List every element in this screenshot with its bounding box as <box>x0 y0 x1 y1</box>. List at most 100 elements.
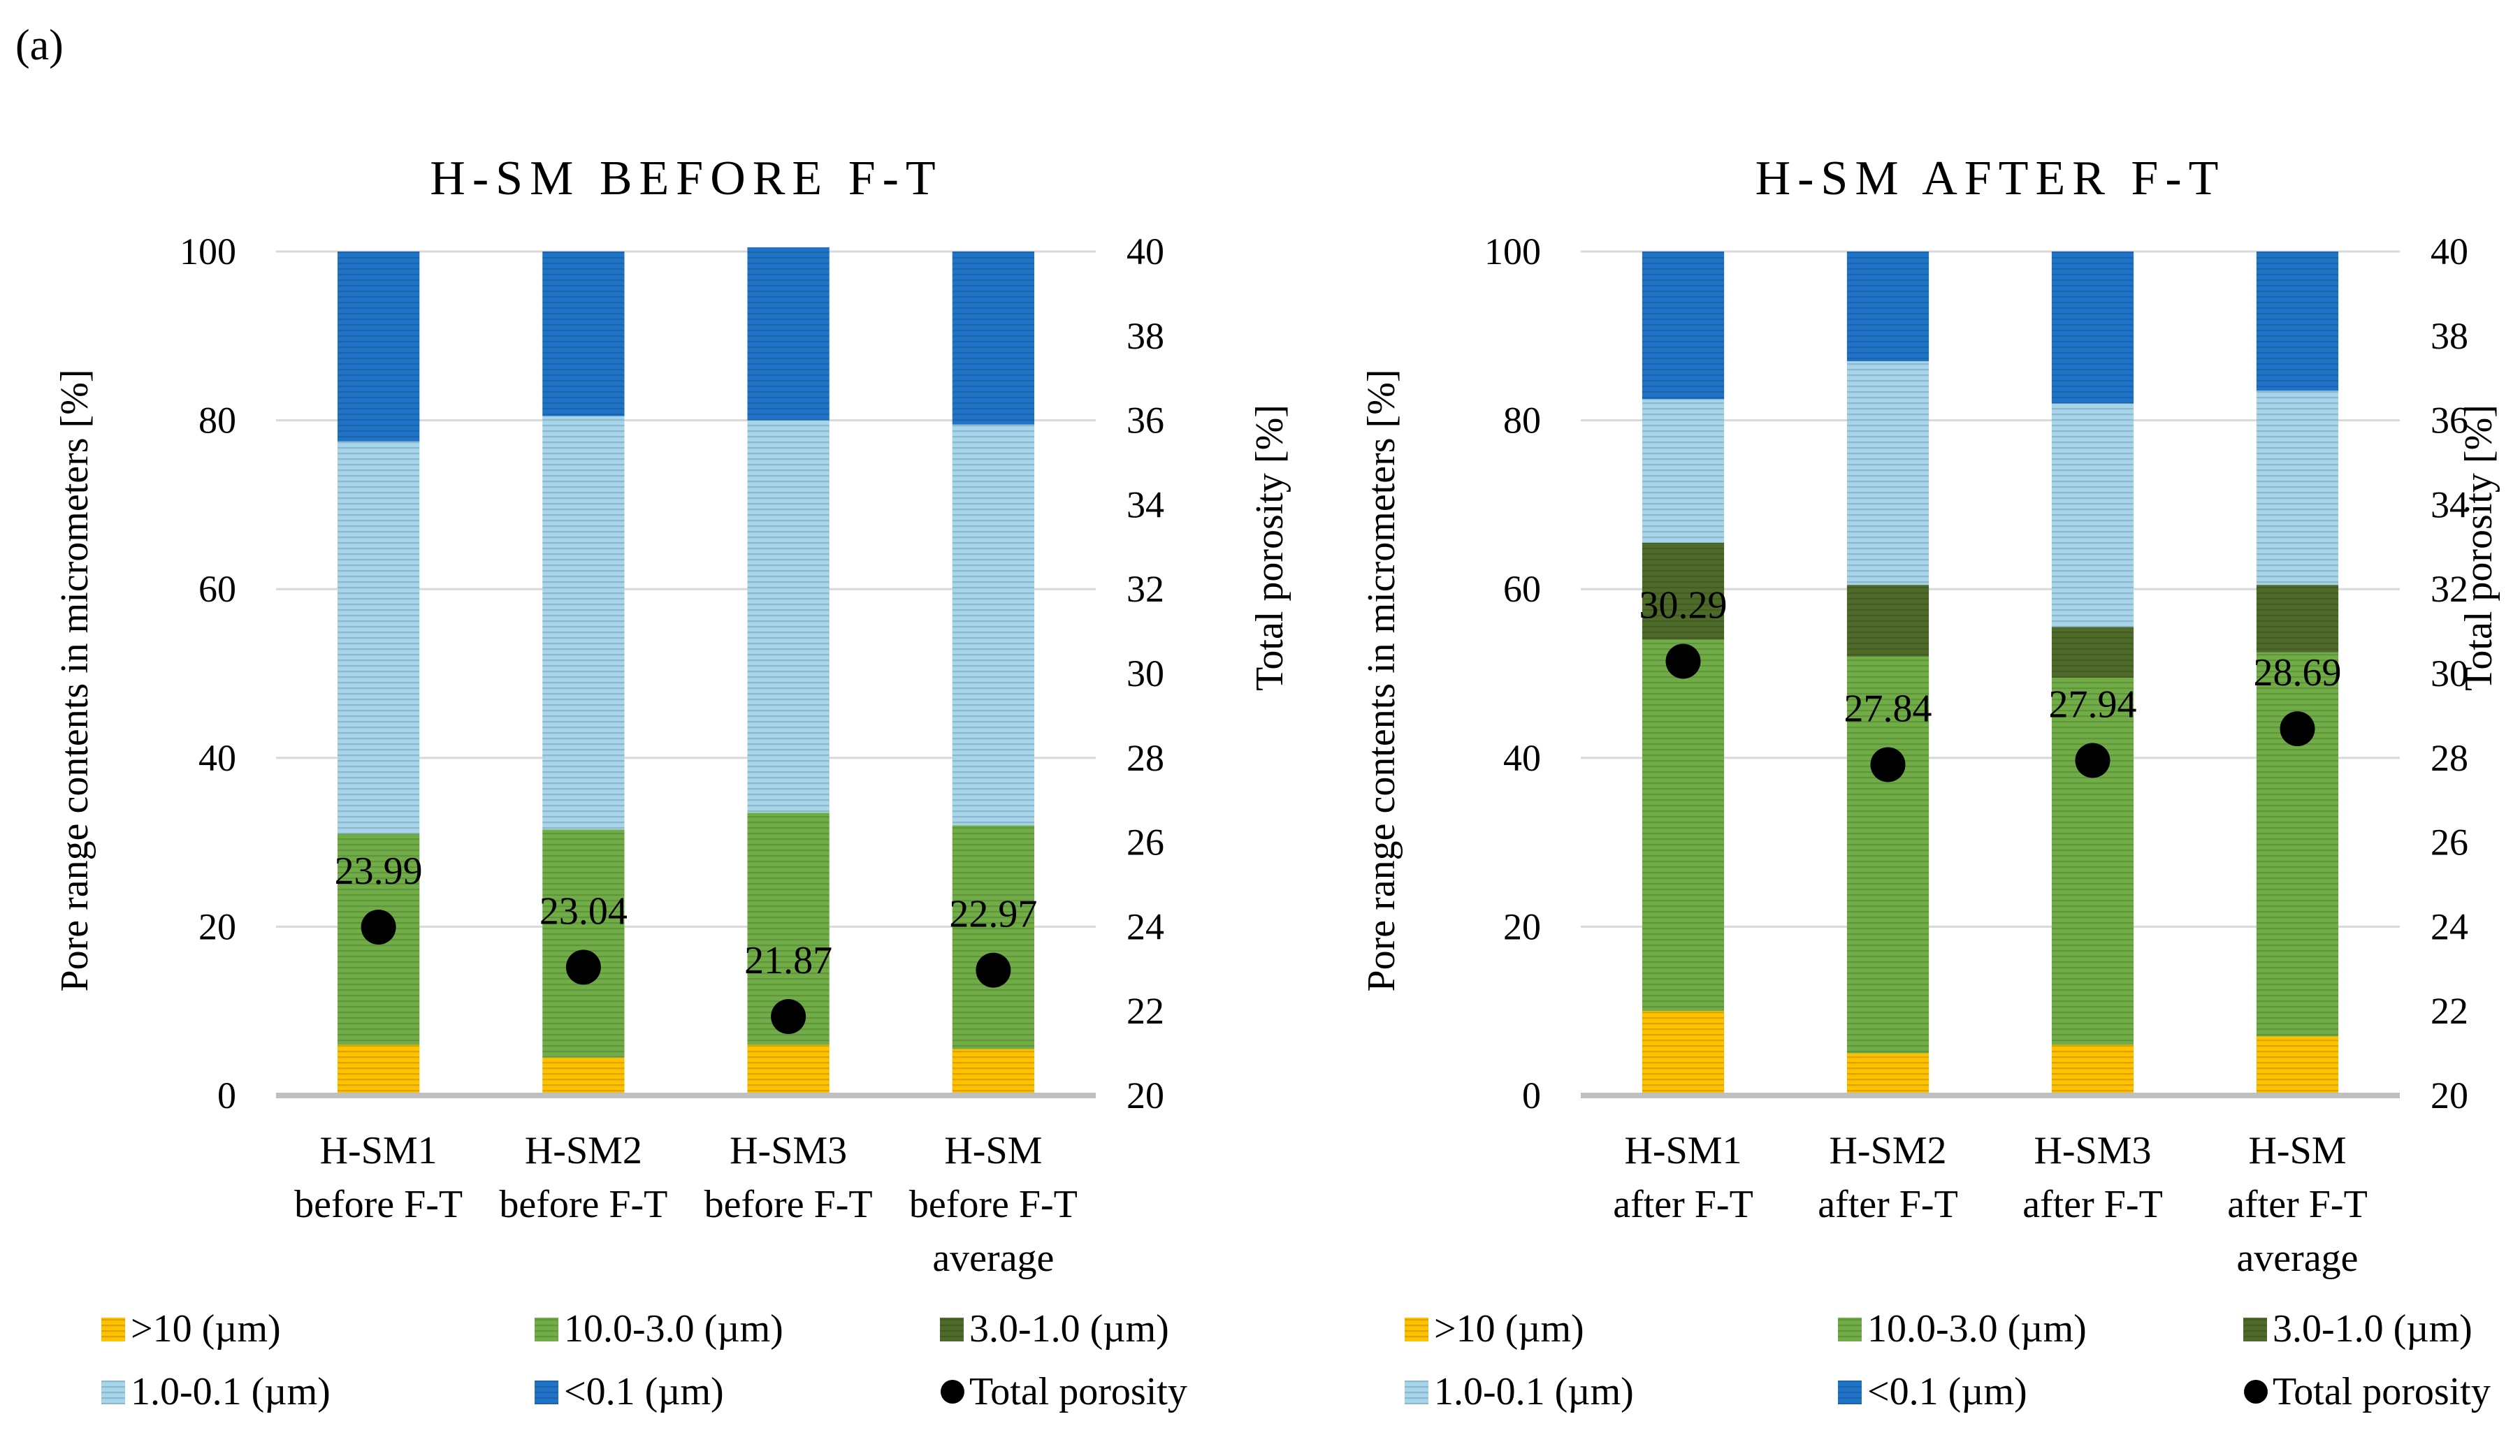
y-tick-label: 100 <box>180 231 236 272</box>
y2-tick-label: 20 <box>2431 1075 2468 1116</box>
category-label: H-SM3 <box>730 1129 847 1172</box>
y2-tick-label: 28 <box>2431 737 2468 779</box>
category-label: H-SM <box>944 1129 1042 1172</box>
bar-segment <box>2256 391 2339 585</box>
legend-swatch <box>1405 1381 1428 1404</box>
panel-label: (a) <box>15 22 64 69</box>
y-tick-label: 20 <box>1503 905 1541 947</box>
legend-dot <box>941 1380 964 1404</box>
legend-before-ft: >10 (µm) 10.0-3.0 (µm) 3.0-1.0 (µm) 1.0-0.1… <box>101 1307 1187 1413</box>
legend-dot <box>2244 1380 2268 1404</box>
bar-segment <box>747 1044 830 1095</box>
bar-segment <box>952 424 1035 826</box>
y2-tick-label: 26 <box>1127 822 1164 864</box>
y-tick-label: 40 <box>198 737 236 779</box>
y-tick-label: 20 <box>198 905 236 947</box>
y2-tick-label: 32 <box>1127 568 1164 610</box>
y-tick-label: 60 <box>1503 568 1541 610</box>
bar-segment <box>337 441 420 834</box>
total-porosity-point <box>2075 743 2110 778</box>
y2-tick-label: 22 <box>1127 990 1164 1032</box>
y2-tick-label: 40 <box>2431 231 2468 272</box>
category-label: H-SM1 <box>320 1129 437 1172</box>
y2-tick-label: 34 <box>2431 483 2468 525</box>
bar-segment <box>337 252 420 442</box>
bar-segment <box>2256 252 2339 391</box>
y-axis-label: Pore range contents in micrometers [%] <box>1360 369 1403 991</box>
category-label: average <box>2236 1237 2358 1280</box>
legend-swatch <box>1838 1381 1862 1404</box>
category-label: average <box>932 1237 1054 1280</box>
bar-segment <box>1642 542 1725 640</box>
y-tick-label: 100 <box>1484 231 1541 272</box>
y-axis-label: Pore range contents in micrometers [%] <box>53 369 96 991</box>
total-porosity-label: 23.99 <box>335 850 423 893</box>
total-porosity-point <box>361 910 396 945</box>
legend-after-ft: >10 (µm) 10.0-3.0 (µm) 3.0-1.0 (µm) 1.0-0.1… <box>1405 1307 2491 1413</box>
bar-segment <box>952 1049 1035 1095</box>
legend-swatch <box>2243 1318 2267 1341</box>
chart-title: H-SM BEFORE F-T <box>430 152 942 205</box>
category-label: after F-T <box>2227 1183 2368 1226</box>
bar-segment <box>542 252 625 416</box>
bar-segment <box>1642 639 1725 1012</box>
y2-tick-label: 40 <box>1127 231 1164 272</box>
legend-swatch <box>535 1381 558 1404</box>
category-label: before F-T <box>294 1183 463 1226</box>
total-porosity-label: 27.84 <box>1844 687 1932 730</box>
y2-tick-label: 38 <box>2431 315 2468 357</box>
total-porosity-label: 22.97 <box>949 893 1037 936</box>
legend-swatch <box>535 1318 558 1341</box>
bar-segment <box>1846 585 1929 657</box>
bar-segment <box>2051 1044 2134 1095</box>
bar-segment <box>542 1057 625 1095</box>
bar-segment <box>1642 399 1725 543</box>
legend-label: 1.0-0.1 (µm) <box>131 1370 331 1413</box>
category-label: before F-T <box>499 1183 667 1226</box>
bar-segment <box>747 420 830 813</box>
legend-label: 3.0-1.0 (µm) <box>969 1307 1169 1351</box>
legend-swatch <box>101 1318 125 1341</box>
bar-segment <box>952 825 1035 1049</box>
category-label: H-SM2 <box>525 1129 642 1172</box>
y-tick-label: 40 <box>1503 737 1541 779</box>
y2-tick-label: 24 <box>2431 905 2468 947</box>
y2-axis-label: Total porosity [%] <box>2457 405 2500 691</box>
legend-swatch <box>1838 1318 1862 1341</box>
y2-tick-label: 30 <box>2431 653 2468 694</box>
total-porosity-point <box>2280 711 2315 747</box>
bar-segment <box>1846 1053 1929 1095</box>
chart-after-ft: H-SM AFTER F-T 0 20 40 60 80 100 20 22 24 26 28 30 32… <box>1360 152 2500 1280</box>
bar-segment <box>2051 678 2134 1045</box>
legend-label: 10.0-3.0 (µm) <box>1867 1307 2087 1351</box>
legend-label: >10 (µm) <box>1434 1307 1584 1351</box>
total-porosity-label: 30.29 <box>1639 583 1728 627</box>
legend-swatch <box>101 1381 125 1404</box>
y-tick-label: 0 <box>1522 1075 1541 1116</box>
bar-segment <box>2256 652 2339 1037</box>
bar-segment <box>337 1044 420 1095</box>
total-porosity-label: 28.69 <box>2254 651 2342 694</box>
y2-tick-label: 28 <box>1127 737 1164 779</box>
total-porosity-label: 23.04 <box>540 889 628 933</box>
bar-segment <box>2051 627 2134 678</box>
category-label: after F-T <box>1613 1183 1753 1226</box>
total-porosity-point <box>1665 643 1701 679</box>
bar-segment <box>1642 252 1725 400</box>
y2-tick-label: 24 <box>1127 905 1164 947</box>
y2-tick-label: 30 <box>1127 653 1164 694</box>
y2-tick-label: 22 <box>2431 990 2468 1032</box>
category-label: H-SM2 <box>1829 1129 1946 1172</box>
bar-segment <box>1846 252 1929 362</box>
legend-swatch <box>940 1318 964 1341</box>
legend-swatch <box>1405 1318 1428 1341</box>
bar-segment <box>2051 252 2134 404</box>
category-label: after F-T <box>1818 1183 1958 1226</box>
y2-tick-label: 32 <box>2431 568 2468 610</box>
bar-segment <box>1642 1011 1725 1095</box>
total-porosity-label: 27.94 <box>2049 683 2137 726</box>
bar-segment <box>747 247 830 421</box>
y2-tick-label: 36 <box>2431 400 2468 442</box>
legend-label: 1.0-0.1 (µm) <box>1434 1370 1634 1413</box>
